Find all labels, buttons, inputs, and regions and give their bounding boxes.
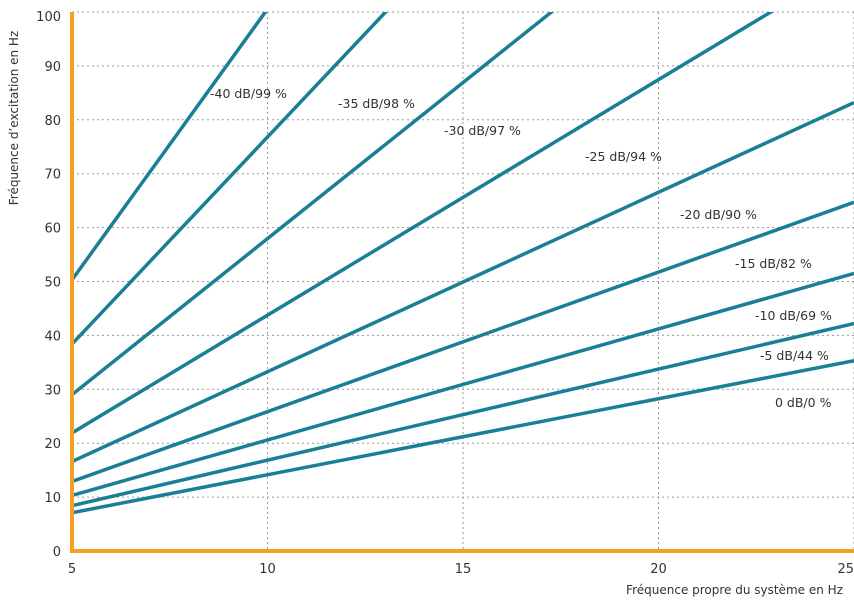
series-label: 0 dB/0 % bbox=[775, 395, 832, 410]
y-tick-label: 0 bbox=[53, 545, 61, 560]
series-line bbox=[72, 100, 854, 464]
y-tick-label: 100 bbox=[36, 10, 61, 25]
y-tick-label: 20 bbox=[44, 437, 61, 452]
y-tick-label: 60 bbox=[44, 222, 61, 237]
x-tick-label: 15 bbox=[455, 562, 472, 577]
series-label: -10 dB/69 % bbox=[755, 308, 832, 323]
y-tick-label: 30 bbox=[44, 383, 61, 398]
y-tick-label: 10 bbox=[44, 491, 61, 506]
x-tick-label: 20 bbox=[650, 562, 667, 577]
series-label: -20 dB/90 % bbox=[680, 207, 757, 222]
x-axis-label: Fréquence propre du système en Hz bbox=[626, 583, 843, 597]
x-ticks: 5 10 15 20 25 bbox=[68, 562, 854, 577]
series-lines bbox=[72, 12, 854, 515]
series-label: -15 dB/82 % bbox=[735, 256, 812, 271]
series-labels: -40 dB/99 % -35 dB/98 % -30 dB/97 % -25 dB/… bbox=[210, 86, 832, 410]
series-line bbox=[72, 12, 389, 346]
series-line bbox=[72, 271, 854, 498]
y-axis-label: Fréquence d’excitation en Hz bbox=[7, 31, 21, 206]
series-label: -5 dB/44 % bbox=[760, 348, 829, 363]
series-label: -35 dB/98 % bbox=[338, 96, 415, 111]
y-ticks: 0 10 20 30 40 50 60 70 80 90 100 bbox=[36, 10, 61, 560]
x-tick-label: 10 bbox=[259, 562, 276, 577]
series-line bbox=[72, 12, 775, 435]
series-line bbox=[72, 321, 854, 508]
series-line bbox=[72, 359, 854, 515]
series-label: -30 dB/97 % bbox=[444, 123, 521, 138]
y-tick-label: 40 bbox=[44, 329, 61, 344]
series-line bbox=[72, 200, 854, 484]
series-line bbox=[72, 12, 555, 397]
y-tick-label: 80 bbox=[44, 114, 61, 129]
x-tick-label: 5 bbox=[68, 562, 76, 577]
y-tick-label: 90 bbox=[44, 60, 61, 75]
series-line bbox=[72, 12, 268, 281]
y-tick-label: 70 bbox=[44, 168, 61, 183]
series-label: -25 dB/94 % bbox=[585, 149, 662, 164]
x-tick-label: 25 bbox=[837, 562, 854, 577]
series-label: -40 dB/99 % bbox=[210, 86, 287, 101]
y-tick-label: 50 bbox=[44, 276, 61, 291]
